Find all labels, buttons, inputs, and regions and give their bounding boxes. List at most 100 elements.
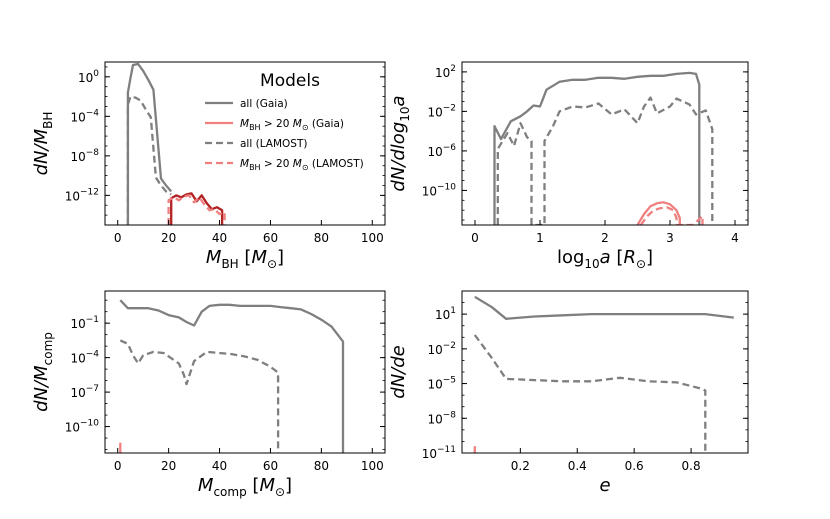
y-tick-exponent: −4 [86,108,100,118]
y-tick-base: 10 [70,317,85,331]
legend-label-text: all (LAMOST) [240,138,307,150]
y-tick-base: 10 [427,105,442,119]
y-tick-exponent: −4 [86,350,100,360]
series-group [473,295,734,453]
legend-label-2: all (LAMOST) [240,138,307,150]
x-tick-label: 2 [601,231,609,245]
y-label-sub: BH [41,112,55,129]
y-tick-base: 10 [427,412,442,426]
x-label-unit-close: ] [285,475,292,496]
y-tick-exponent: 1 [450,306,456,316]
series-group [493,71,714,225]
x-tick-label: 20 [161,459,176,473]
x-label-unit-open: [ [239,247,252,268]
x-tick-label: 60 [263,231,278,245]
x-axis-label: MBH [M⊙] [206,247,284,271]
y-tick-base: 10 [65,421,80,435]
x-axis-label: e [599,475,610,496]
y-tick-label: 100 [78,69,99,85]
y-tick-label: 10−5 [427,376,456,392]
x-tick-label: 4 [731,231,739,245]
legend-label-mid: > 20 [261,118,293,130]
y-tick-exponent: −7 [86,384,99,394]
legend-label-3: MBH > 20 M⊙ (LAMOST) [240,158,364,172]
x-tick-label: 100 [361,231,384,245]
x-tick-label: 20 [161,231,176,245]
y-label-main: dN/dlog [388,122,409,192]
series-line-0 [119,299,345,453]
x-tick-label: 40 [212,459,227,473]
legend-label-m: M [240,158,249,170]
y-axis-label: dN/dlog10a [388,95,412,191]
y-tick-exponent: −10 [80,419,99,429]
x-tick-label: 0 [114,231,122,245]
axes-frame [104,290,386,454]
y-tick-label: 10−10 [422,182,457,198]
y-label-main: dN/M [31,365,52,412]
x-tick-label: 0.6 [625,459,644,473]
legend-label-sub: BH [249,163,261,172]
y-tick-exponent: 0 [93,69,99,79]
x-tick-label: 100 [361,459,384,473]
x-tick-label: 0.2 [511,459,530,473]
x-tick-label: 60 [263,459,278,473]
series-line-0 [493,71,701,225]
x-label-sub: comp [213,485,246,499]
y-tick-label: 101 [435,306,456,322]
series-line-2 [636,201,681,225]
legend-label-unit: M [293,118,302,130]
y-tick-label: 10−11 [422,445,456,461]
y-tick-label: 10−4 [70,108,99,124]
x-label-unit-open: [ [611,247,624,268]
series-line-2 [170,192,224,225]
x-label-sub: BH [221,257,238,271]
x-label-pre: log [557,247,584,268]
legend-label-unit-sub: ⊙ [302,163,309,172]
y-tick-base: 10 [78,71,93,85]
y-axis-label: dN/Mcomp [31,332,55,412]
series-line-3 [167,194,226,225]
series-line-0 [126,62,173,225]
x-label-sub: 10 [584,257,599,271]
series-group [126,62,226,225]
y-tick-label: 102 [435,64,456,80]
y-axis-label: dN/de [388,345,409,398]
y-label-main: dN/M [31,128,52,175]
y-tick-label: 10−7 [70,384,99,400]
x-tick-label: 40 [212,231,227,245]
y-tick-base: 10 [427,343,442,357]
y-tick-label: 10−6 [427,143,456,159]
y-tick-label: 10−12 [65,187,99,203]
series-line-1 [119,339,280,453]
legend-label-1: MBH > 20 M⊙ (Gaia) [240,118,344,132]
y-label-suffix: a [388,95,409,106]
x-label-unit: R [623,247,636,268]
x-tick-label: 80 [314,231,329,245]
x-tick-label: 80 [314,459,329,473]
y-label-main: dN/de [388,345,409,398]
y-tick-label: 10−4 [70,350,99,366]
x-label-unit-sub: ⊙ [267,257,277,271]
legend-label-sub: BH [249,123,261,132]
series-line-0 [474,295,734,320]
y-tick-base: 10 [427,378,442,392]
y-tick-exponent: −6 [443,143,457,153]
x-tick-label: 0 [114,459,122,473]
x-label-main: e [599,475,610,496]
x-label-main: M [206,247,222,268]
y-tick-base: 10 [435,66,450,80]
x-tick-label: 1 [536,231,544,245]
series-line-1 [473,334,707,453]
y-tick-base: 10 [70,386,85,400]
y-tick-base: 10 [70,352,85,366]
legend-title: Models [260,71,320,91]
legend-label-suffix: (Gaia) [309,118,344,130]
y-tick-label: 10−2 [427,341,456,357]
x-tick-label: 0 [471,231,479,245]
x-tick-label: 3 [666,231,674,245]
y-tick-base: 10 [70,110,85,124]
legend-label-suffix: (LAMOST) [309,158,364,170]
y-tick-label: 10−2 [427,103,456,119]
